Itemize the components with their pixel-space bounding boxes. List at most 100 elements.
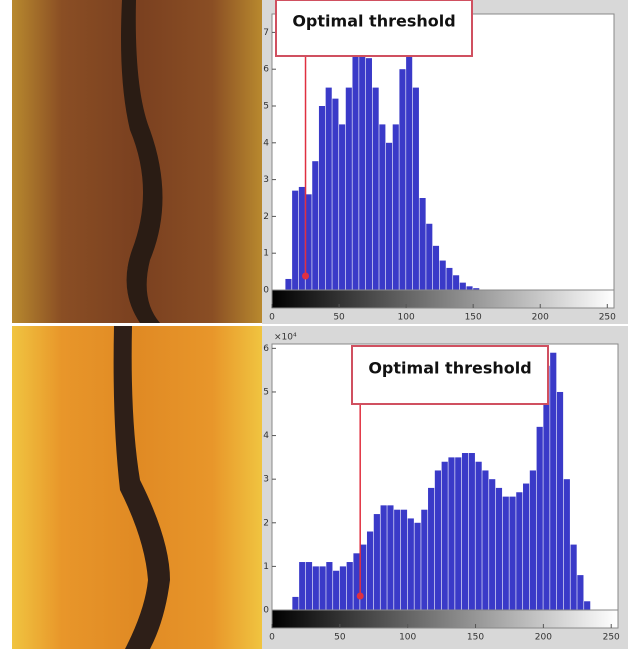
bar — [373, 88, 379, 290]
bar — [285, 279, 291, 290]
bar — [340, 566, 346, 610]
bar — [367, 532, 373, 610]
x-tick-label: 0 — [269, 633, 275, 643]
bar — [571, 545, 577, 610]
gray-scale-bar — [272, 290, 614, 308]
bar — [503, 497, 509, 610]
bar — [530, 470, 536, 610]
bar — [537, 427, 543, 610]
bar — [306, 562, 312, 610]
annotation: Optimal threshold — [292, 12, 455, 31]
bar — [326, 562, 332, 610]
bar — [292, 191, 298, 290]
x-tick-label: 200 — [532, 313, 549, 323]
bar — [426, 224, 432, 290]
y-tick-label: 1 — [263, 249, 269, 259]
y-tick-label: 4 — [263, 138, 269, 148]
x-tick-label: 100 — [398, 313, 415, 323]
x-tick-label: 250 — [599, 313, 616, 323]
bar — [399, 69, 405, 290]
threshold-marker — [357, 593, 364, 600]
bar — [413, 88, 419, 290]
bar — [440, 261, 446, 290]
threshold-marker — [302, 273, 309, 280]
x-tick-label: 150 — [467, 633, 484, 643]
bar — [346, 88, 352, 290]
bar — [394, 510, 400, 610]
y-tick-label: 4 — [263, 431, 269, 441]
bar — [360, 545, 366, 610]
bar — [435, 470, 441, 610]
bar — [347, 562, 353, 610]
bar — [313, 566, 319, 610]
bar — [523, 484, 529, 610]
bar — [455, 457, 461, 610]
bar — [359, 40, 365, 290]
y-tick-label: 0 — [263, 286, 269, 296]
bar — [387, 505, 393, 610]
bar — [489, 479, 495, 610]
bar — [386, 143, 392, 290]
annotation: Optimal threshold — [368, 359, 531, 378]
y-tick-label: 5 — [263, 387, 269, 397]
bar — [466, 286, 472, 290]
bar — [433, 246, 439, 290]
bar — [353, 553, 359, 610]
y-tick-label: 3 — [263, 475, 269, 485]
bar — [469, 453, 475, 610]
bar — [584, 601, 590, 610]
photo-bottom — [12, 326, 262, 649]
bar — [577, 575, 583, 610]
bar — [460, 283, 466, 290]
photo-top — [12, 0, 262, 323]
x-tick-label: 100 — [399, 633, 416, 643]
bar — [448, 457, 454, 610]
bar — [420, 198, 426, 290]
bar — [332, 99, 338, 290]
bar — [299, 562, 305, 610]
bar — [292, 597, 298, 610]
y-tick-label: 3 — [263, 175, 269, 185]
y-tick-label: 6 — [263, 344, 269, 354]
x-tick-label: 50 — [334, 633, 346, 643]
x-tick-label: 200 — [535, 633, 552, 643]
bar — [453, 275, 459, 290]
bar — [550, 353, 556, 610]
y-tick-label: 2 — [263, 518, 269, 528]
bar — [408, 518, 414, 610]
y-tick-label: 7 — [263, 28, 269, 38]
bar — [428, 488, 434, 610]
bar — [509, 497, 515, 610]
bar — [462, 453, 468, 610]
bar — [482, 470, 488, 610]
bar — [366, 58, 372, 290]
y-tick-label: 5 — [263, 102, 269, 112]
y-tick-label: 6 — [263, 65, 269, 75]
bar — [379, 124, 385, 290]
bar — [319, 106, 325, 290]
bar — [516, 492, 522, 610]
gray-scale-bar — [272, 610, 618, 628]
bar — [333, 571, 339, 610]
bar — [446, 268, 452, 290]
bar — [421, 510, 427, 610]
bar — [374, 514, 380, 610]
bar — [557, 392, 563, 610]
bar — [564, 479, 570, 610]
x-tick-label: 0 — [269, 313, 275, 323]
bar — [414, 523, 420, 610]
bar — [476, 462, 482, 610]
bar — [496, 488, 502, 610]
bar — [339, 124, 345, 290]
x-tick-label: 250 — [603, 633, 620, 643]
bar — [312, 161, 318, 290]
bar — [319, 566, 325, 610]
bar — [406, 43, 412, 290]
y-tick-label: 1 — [263, 562, 269, 572]
bar — [393, 124, 399, 290]
y-multiplier: ×10⁴ — [274, 333, 297, 343]
y-tick-label: 2 — [263, 212, 269, 222]
figure: 01234567050100150200250Optimal threshold… — [0, 0, 628, 649]
bar — [442, 462, 448, 610]
bar — [352, 47, 358, 290]
